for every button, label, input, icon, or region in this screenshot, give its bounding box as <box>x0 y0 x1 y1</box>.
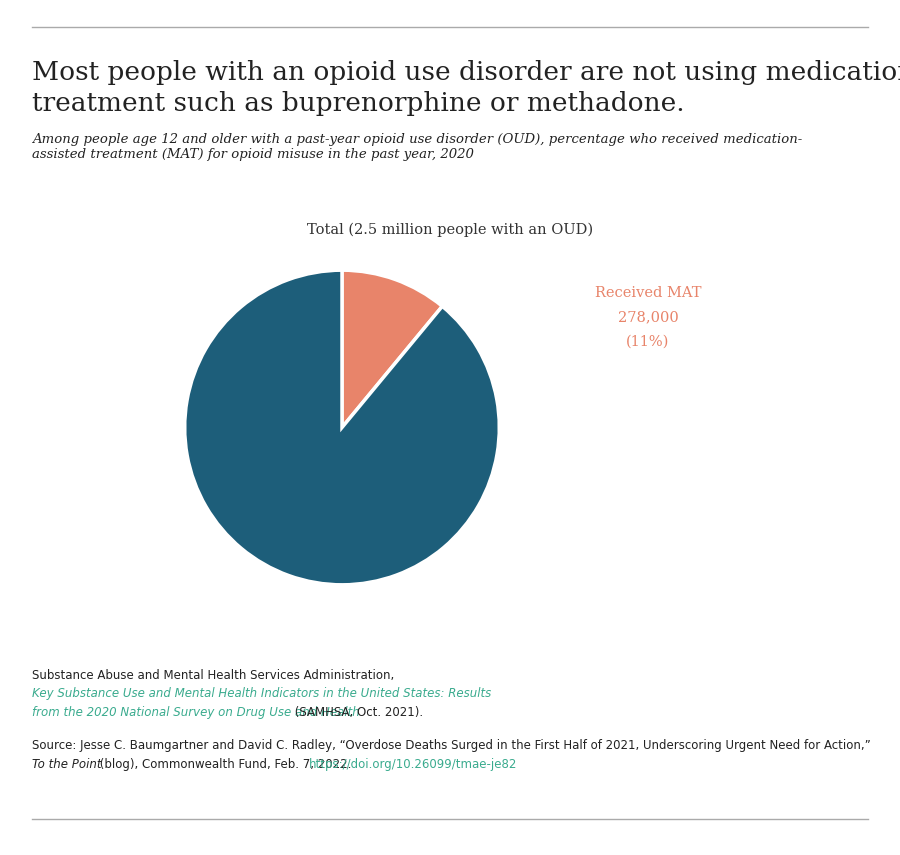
Text: To the Point: To the Point <box>32 758 102 770</box>
Text: Total (2.5 million people with an OUD): Total (2.5 million people with an OUD) <box>307 222 593 237</box>
Text: (blog), Commonwealth Fund, Feb. 7, 2022.: (blog), Commonwealth Fund, Feb. 7, 2022. <box>96 758 356 770</box>
Text: Received MAT: Received MAT <box>595 286 701 300</box>
Text: Most people with an opioid use disorder are not using medication-assisted: Most people with an opioid use disorder … <box>32 60 900 85</box>
Text: 278,000: 278,000 <box>617 310 679 324</box>
Text: Substance Abuse and Mental Health Services Administration,: Substance Abuse and Mental Health Servic… <box>32 669 399 681</box>
Text: Source: Jesse C. Baumgartner and David C. Radley, “Overdose Deaths Surged in the: Source: Jesse C. Baumgartner and David C… <box>32 739 871 752</box>
Text: treatment such as buprenorphine or methadone.: treatment such as buprenorphine or metha… <box>32 91 685 116</box>
Text: (11%): (11%) <box>626 334 670 348</box>
Text: (SAMHSA, Oct. 2021).: (SAMHSA, Oct. 2021). <box>291 706 423 719</box>
Text: from the 2020 National Survey on Drug Use and Health: from the 2020 National Survey on Drug Us… <box>32 706 360 719</box>
Wedge shape <box>342 270 442 428</box>
Text: https://doi.org/10.26099/tmae-je82: https://doi.org/10.26099/tmae-je82 <box>309 758 518 770</box>
Text: Among people age 12 and older with a past-year opioid use disorder (OUD), percen: Among people age 12 and older with a pas… <box>32 133 803 161</box>
Wedge shape <box>184 270 500 585</box>
Text: Key Substance Use and Mental Health Indicators in the United States: Results: Key Substance Use and Mental Health Indi… <box>32 687 491 700</box>
